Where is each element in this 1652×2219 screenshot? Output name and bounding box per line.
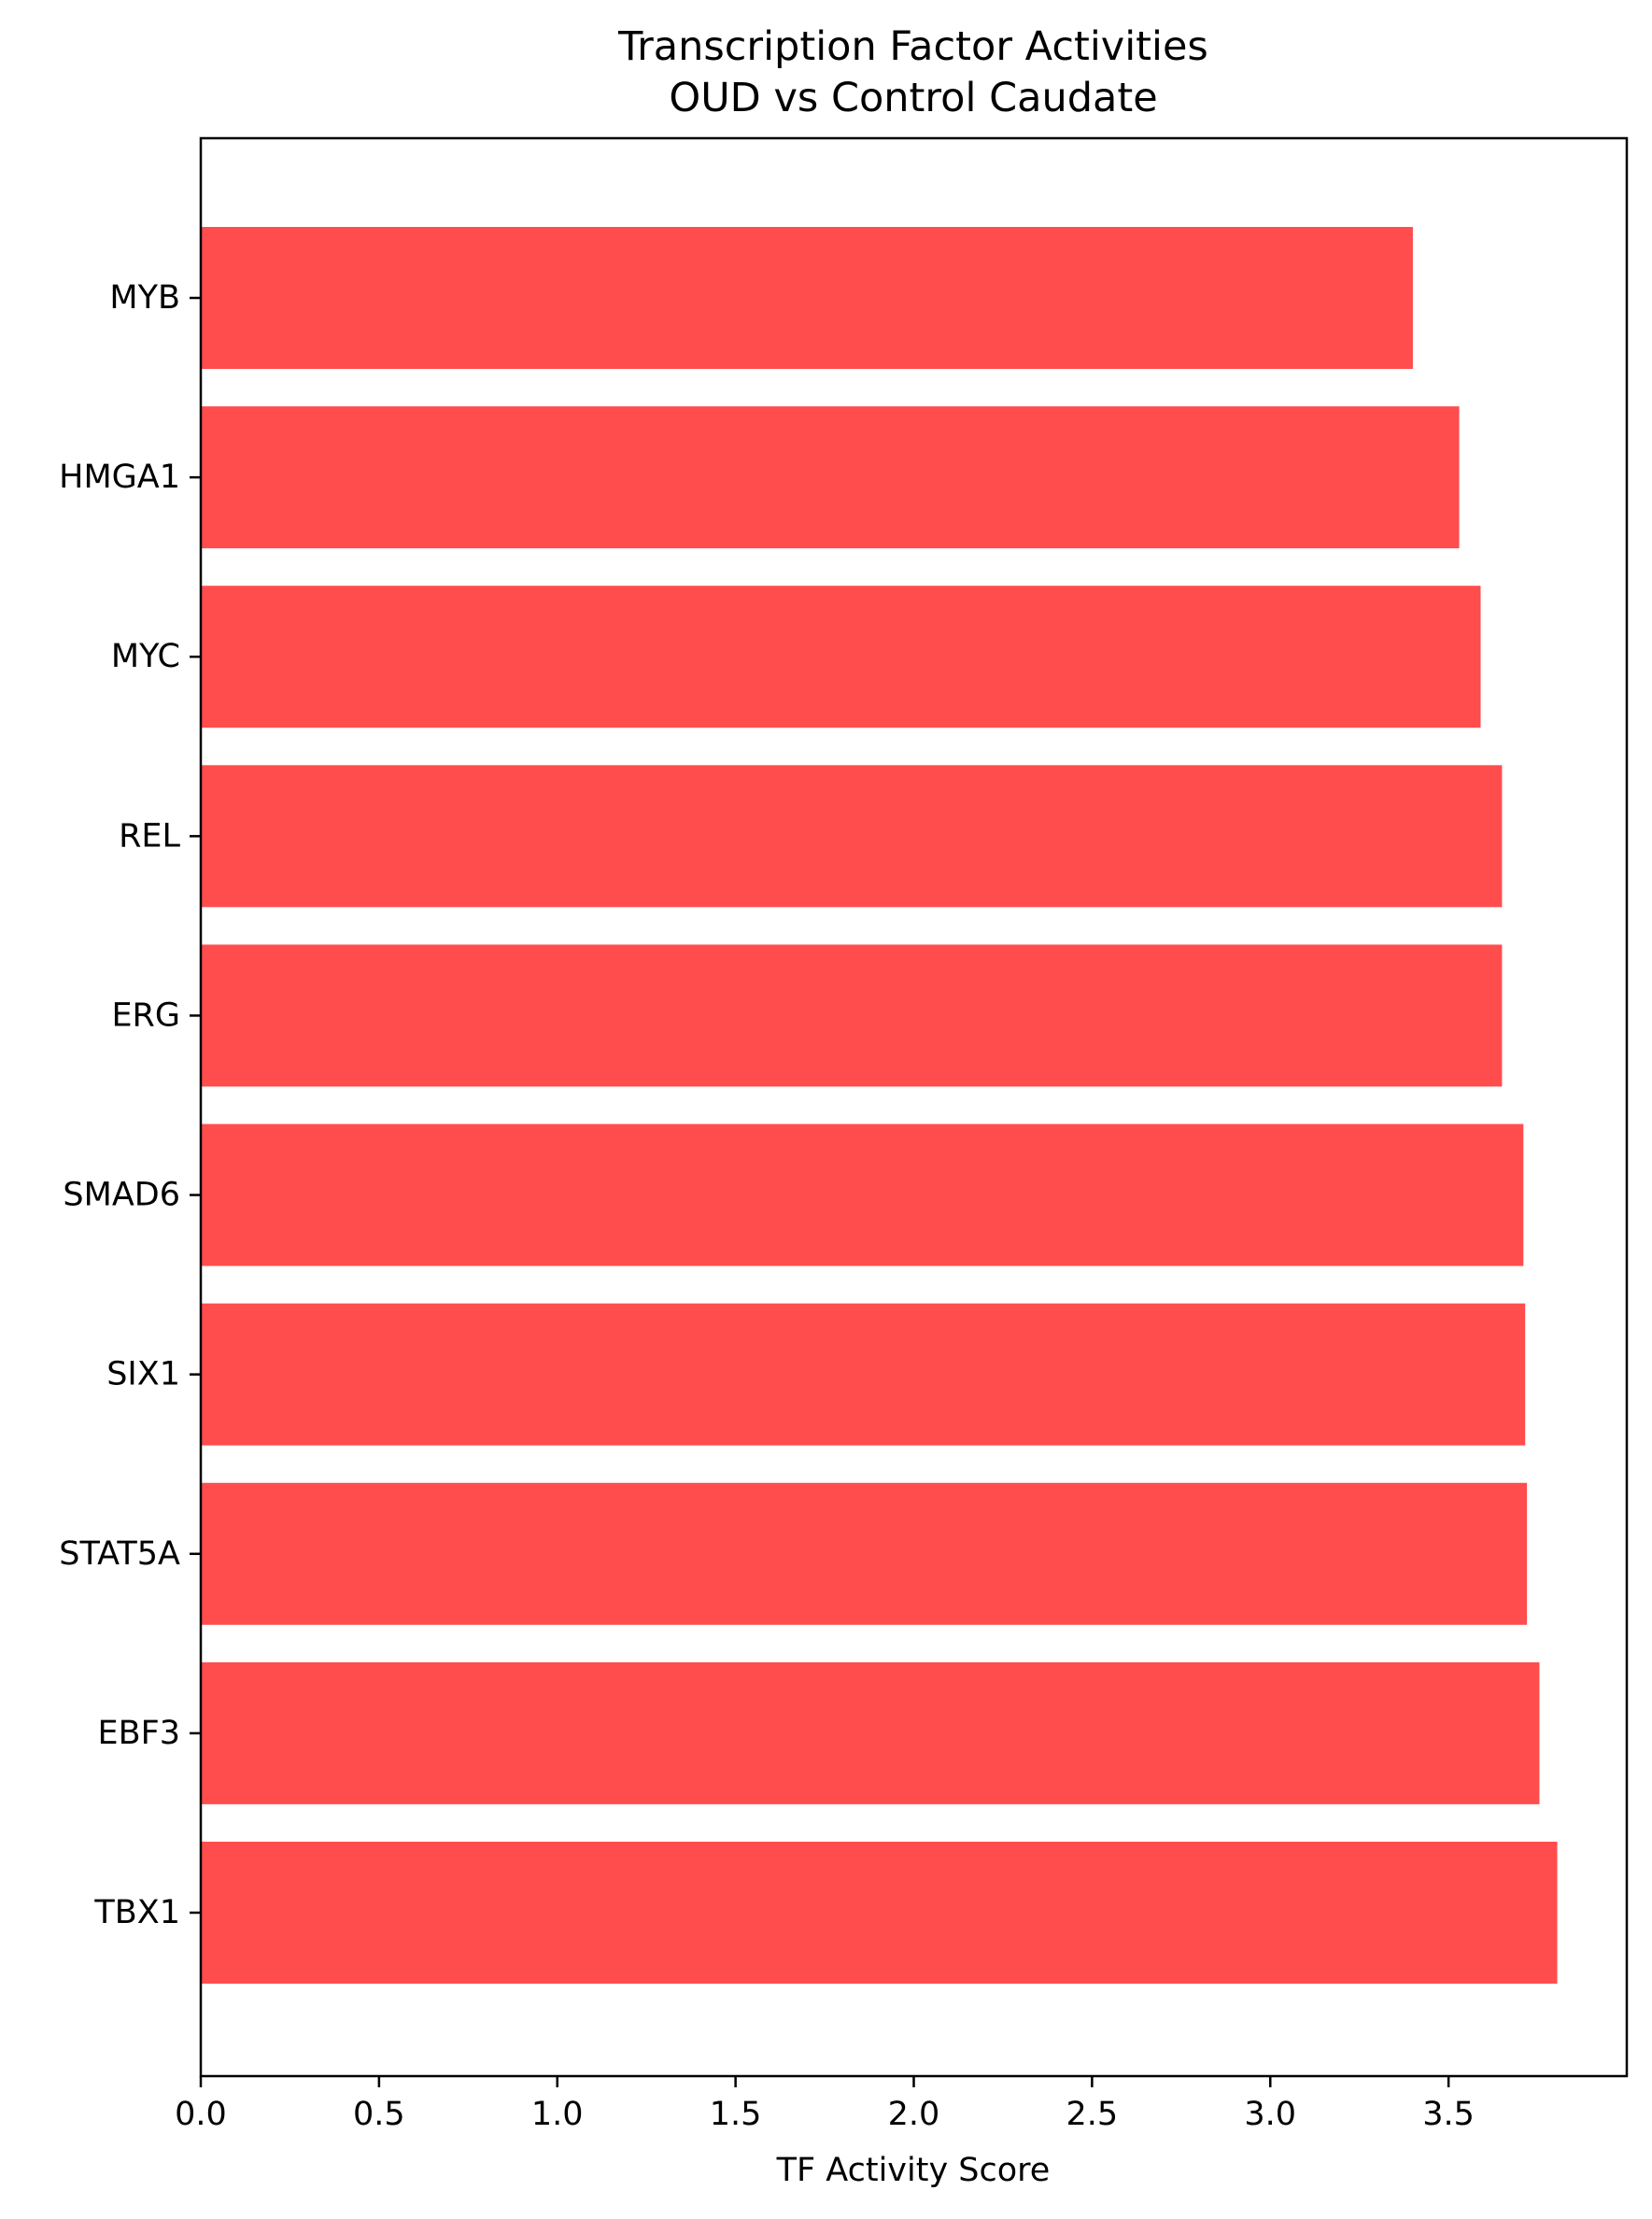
bar-smad6	[201, 1124, 1524, 1266]
x-tick-label: 1.0	[531, 2096, 584, 2133]
x-tick-label: 3.5	[1422, 2096, 1475, 2133]
bar-erg	[201, 944, 1503, 1087]
bar-stat5a	[201, 1482, 1528, 1625]
y-tick-label-stat5a: STAT5A	[59, 1535, 180, 1573]
bar-tbx1	[201, 1842, 1558, 1984]
plot-frame	[199, 136, 1629, 2078]
y-tick-label-myb: MYB	[109, 279, 180, 317]
y-tick-label-hmga1: HMGA1	[59, 459, 180, 496]
bar-ebf3	[201, 1661, 1540, 1804]
x-axis-label: TF Activity Score	[776, 2152, 1051, 2189]
y-tick-label-erg: ERG	[111, 996, 180, 1034]
x-axis: 0.0 0.5 1.0 1.5 2.0 2.5 3.0 3.5	[175, 2076, 1475, 2133]
bar-hmga1	[201, 406, 1460, 549]
bar-six1	[201, 1303, 1526, 1446]
x-tick-label: 0.5	[353, 2096, 405, 2133]
y-tick-label-rel: REL	[119, 817, 180, 855]
y-axis: MYB HMGA1 MYC REL ERG SMAD6 SIX1 STAT5A EBF3 TBX1	[59, 279, 201, 1931]
x-tick-label: 1.5	[710, 2096, 762, 2133]
x-tick-label: 2.0	[888, 2096, 940, 2133]
y-tick-label-smad6: SMAD6	[63, 1177, 180, 1214]
bars-group	[201, 227, 1558, 1984]
x-tick-label: 3.0	[1244, 2096, 1296, 2133]
bar-rel	[201, 765, 1503, 908]
y-tick-label-ebf3: EBF3	[97, 1715, 180, 1752]
y-tick-label-tbx1: TBX1	[93, 1894, 180, 1931]
chart-title-line-2: OUD vs Control Caudate	[669, 75, 1157, 121]
bar-myc	[201, 586, 1481, 728]
x-tick-label: 2.5	[1066, 2096, 1119, 2133]
x-tick-label: 0.0	[175, 2096, 227, 2133]
bar-myb	[201, 227, 1413, 369]
y-tick-label-myc: MYC	[111, 638, 180, 675]
y-tick-label-six1: SIX1	[106, 1356, 180, 1393]
chart-title-line-1: Transcription Factor Activities	[617, 23, 1208, 70]
